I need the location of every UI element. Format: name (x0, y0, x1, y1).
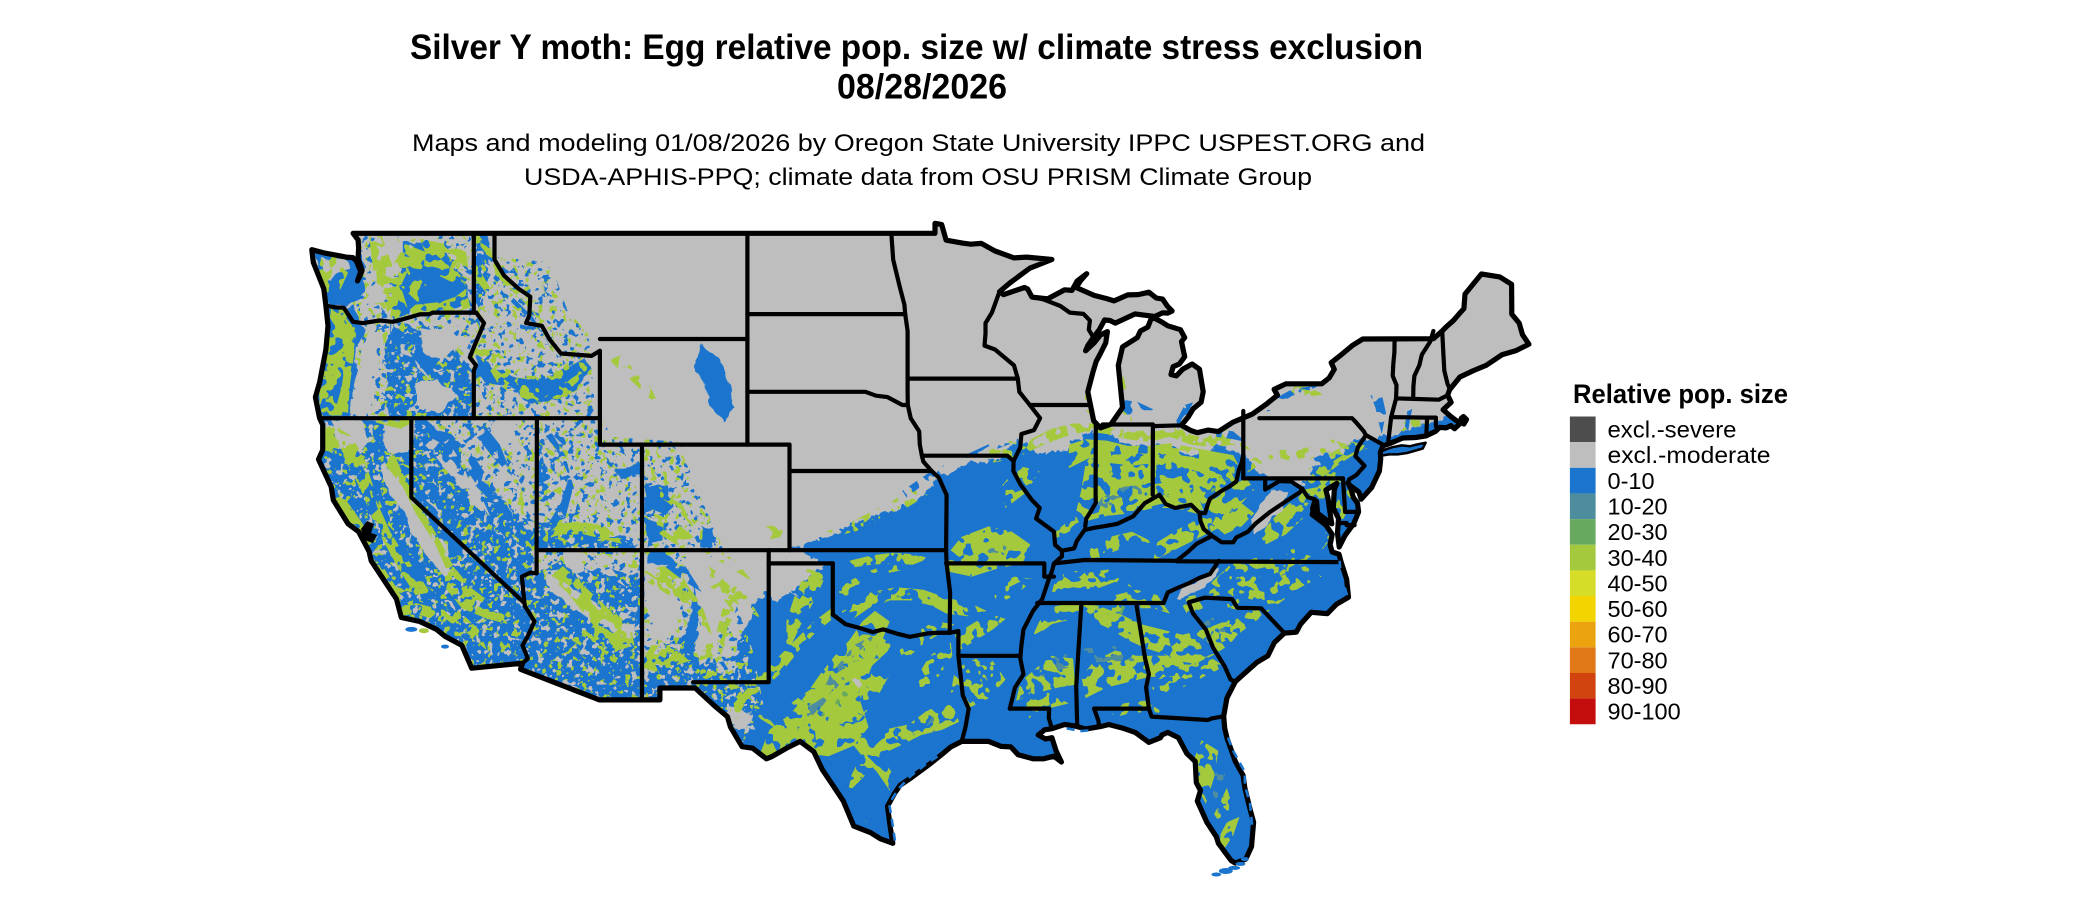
svg-text:20-30: 20-30 (1608, 519, 1668, 545)
svg-text:excl.-severe: excl.-severe (1608, 417, 1737, 443)
svg-text:Maps and modeling 01/08/2026 b: Maps and modeling 01/08/2026 by Oregon S… (412, 130, 1425, 157)
svg-text:30-40: 30-40 (1608, 545, 1668, 571)
svg-text:Silver Y moth: Egg relative po: Silver Y moth: Egg relative pop. size w/… (410, 27, 1423, 67)
svg-text:08/28/2026: 08/28/2026 (837, 67, 1007, 107)
svg-text:0-10: 0-10 (1608, 468, 1655, 494)
svg-text:70-80: 70-80 (1608, 647, 1668, 673)
svg-text:excl.-moderate: excl.-moderate (1608, 442, 1771, 468)
svg-text:Relative pop. size: Relative pop. size (1573, 379, 1788, 409)
svg-text:60-70: 60-70 (1608, 622, 1668, 648)
svg-text:10-20: 10-20 (1608, 494, 1668, 520)
svg-text:50-60: 50-60 (1608, 596, 1668, 622)
svg-text:USDA-APHIS-PPQ; climate data f: USDA-APHIS-PPQ; climate data from OSU PR… (524, 164, 1312, 191)
svg-text:40-50: 40-50 (1608, 570, 1668, 596)
svg-text:90-100: 90-100 (1608, 699, 1681, 725)
svg-text:80-90: 80-90 (1608, 673, 1668, 699)
